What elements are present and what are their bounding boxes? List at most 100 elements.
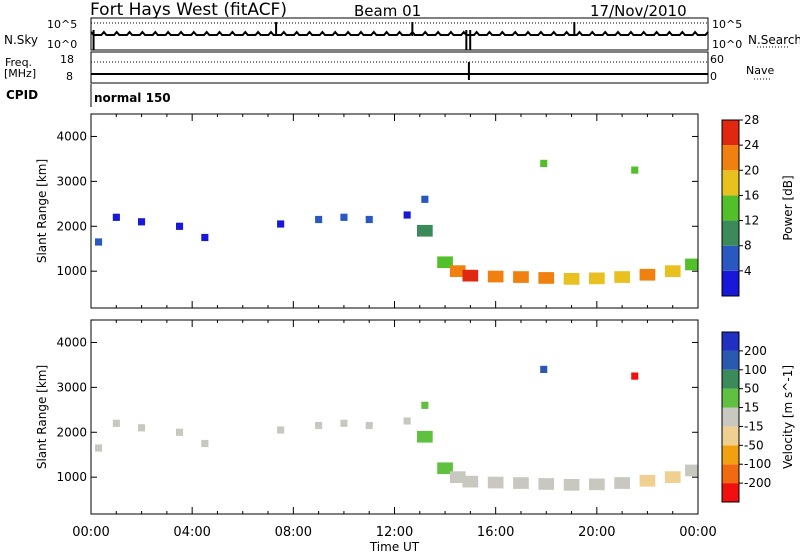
xtick-label: 20:00 (578, 525, 615, 540)
velocity-cell-band (513, 477, 529, 489)
power-colorbar-swatch (722, 220, 739, 246)
cpid-value: normal 150 (94, 91, 171, 105)
power-cell-patches (277, 220, 285, 228)
velocity-cell-patches (315, 421, 323, 430)
cpid-label: CPID (6, 88, 39, 102)
velocity-cell-patches (201, 439, 209, 448)
velocity-cell-patches (95, 444, 103, 452)
velocity-cell-band (589, 478, 605, 491)
velocity-colorbar-label: -15 (744, 419, 764, 433)
nsearch-tick-bottom: 10^0 (712, 38, 743, 51)
freq-tick-top: 18 (60, 53, 74, 66)
power-ytick-label: 4000 (56, 129, 87, 143)
power-colorbar-frame (721, 119, 740, 297)
power-colorbar-label: 12 (744, 214, 759, 228)
power-cell-band (513, 271, 529, 283)
velocity-colorbar-swatch (722, 483, 739, 502)
power-colorbar-label: 24 (744, 138, 759, 152)
power-colorbar-label: 8 (744, 239, 752, 253)
freq-panel-frame (90, 51, 709, 84)
velocity-cell-patches (403, 417, 411, 425)
velocity-ytick-label: 3000 (56, 380, 87, 394)
sky-noise-trace (90, 30, 709, 36)
power-cell-patches (340, 213, 348, 221)
x-axis-label: Time UT (369, 540, 420, 554)
velocity-cell-band (563, 479, 580, 491)
power-colorbar-label: 16 (744, 188, 759, 202)
power-cell-patches (540, 159, 548, 167)
velocity-cell-patches (112, 419, 120, 427)
xtick-label: 12:00 (376, 525, 413, 540)
power-colorbar-label: 28 (744, 113, 759, 127)
velocity-colorbar-swatch (722, 445, 739, 465)
xtick-label: 08:00 (275, 525, 312, 540)
xtick-label: 00:00 (679, 525, 716, 540)
power-cell-band (487, 270, 504, 283)
power-data-layer (95, 159, 698, 285)
velocity-ytick-label: 2000 (56, 425, 87, 439)
sky-noise-panel-frame (90, 17, 709, 51)
power-cell-band (449, 265, 466, 277)
velocity-ylabel: Slant Range [km] (35, 365, 49, 469)
power-cell-band (563, 273, 580, 285)
velocity-cell-band (437, 462, 453, 475)
power-cell-patches (201, 233, 209, 242)
power-cell-patches (631, 166, 639, 174)
power-ytick-label: 3000 (56, 174, 87, 188)
date-label: 17/Nov/2010 (590, 2, 687, 20)
power-cell-patches (95, 238, 103, 246)
power-cell-patches (176, 222, 184, 230)
velocity-colorbar-swatch (722, 407, 739, 427)
velocity-colorbar-swatch (722, 464, 739, 484)
velocity-colorbar-title: Velocity [m s^-1] (781, 365, 795, 469)
power-cell-patches (138, 218, 146, 226)
power-cell-band (685, 258, 698, 271)
power-colorbar-title: Power [dB] (781, 175, 795, 240)
power-colorbar-swatch (722, 120, 739, 146)
power-cell-patches (403, 211, 411, 219)
velocity-cell-band (462, 475, 479, 488)
velocity-panel-frame (90, 319, 699, 515)
power-colorbar-label: 20 (744, 163, 759, 177)
xtick-label: 00:00 (72, 525, 109, 540)
power-colorbar-swatch (722, 145, 739, 171)
power-cell-band (614, 271, 630, 283)
velocity-ytick-label: 4000 (56, 335, 87, 349)
power-ytick-label: 1000 (56, 264, 87, 278)
velocity-colorbar-swatch (722, 332, 739, 351)
power-cell-band (437, 256, 453, 269)
velocity-colorbar-label: -50 (744, 438, 764, 452)
power-cell-band (462, 269, 479, 282)
freq-label: Freq. (5, 56, 33, 69)
velocity-cell-patches (277, 426, 285, 434)
velocity-colorbar-swatch (722, 388, 739, 408)
freq-tick-bottom: 8 (66, 70, 73, 83)
velocity-colorbar-swatch (722, 350, 739, 370)
velocity-ytick-label: 1000 (56, 470, 87, 484)
nave-label: Nave (746, 64, 775, 77)
velocity-cell-band (417, 430, 433, 443)
velocity-cell-patches (631, 372, 639, 380)
velocity-colorbar-label: -200 (744, 476, 771, 490)
velocity-cell-patches (540, 365, 548, 373)
velocity-cell-band (487, 476, 504, 489)
nsky-label: N.Sky (4, 33, 39, 47)
velocity-cell-band (449, 471, 466, 483)
freq-unit: [MHz] (4, 67, 37, 80)
velocity-colorbar-label: -100 (744, 457, 771, 471)
plot-title: Fort Hays West (fitACF) (90, 0, 287, 20)
velocity-cell-band (664, 471, 681, 483)
velocity-colorbar-frame (721, 331, 740, 503)
beam-label: Beam 01 (354, 2, 422, 20)
velocity-cell-band (639, 474, 656, 487)
nsearch-label: N.Search (748, 33, 800, 47)
power-colorbar-label: 4 (744, 264, 752, 278)
power-colorbar-swatch (722, 170, 739, 196)
velocity-cell-patches (138, 424, 146, 432)
power-cell-band (538, 272, 555, 284)
velocity-cell-band (614, 477, 630, 489)
nave-tick-bottom: 0 (710, 70, 717, 83)
velocity-cell-patches (176, 428, 184, 436)
